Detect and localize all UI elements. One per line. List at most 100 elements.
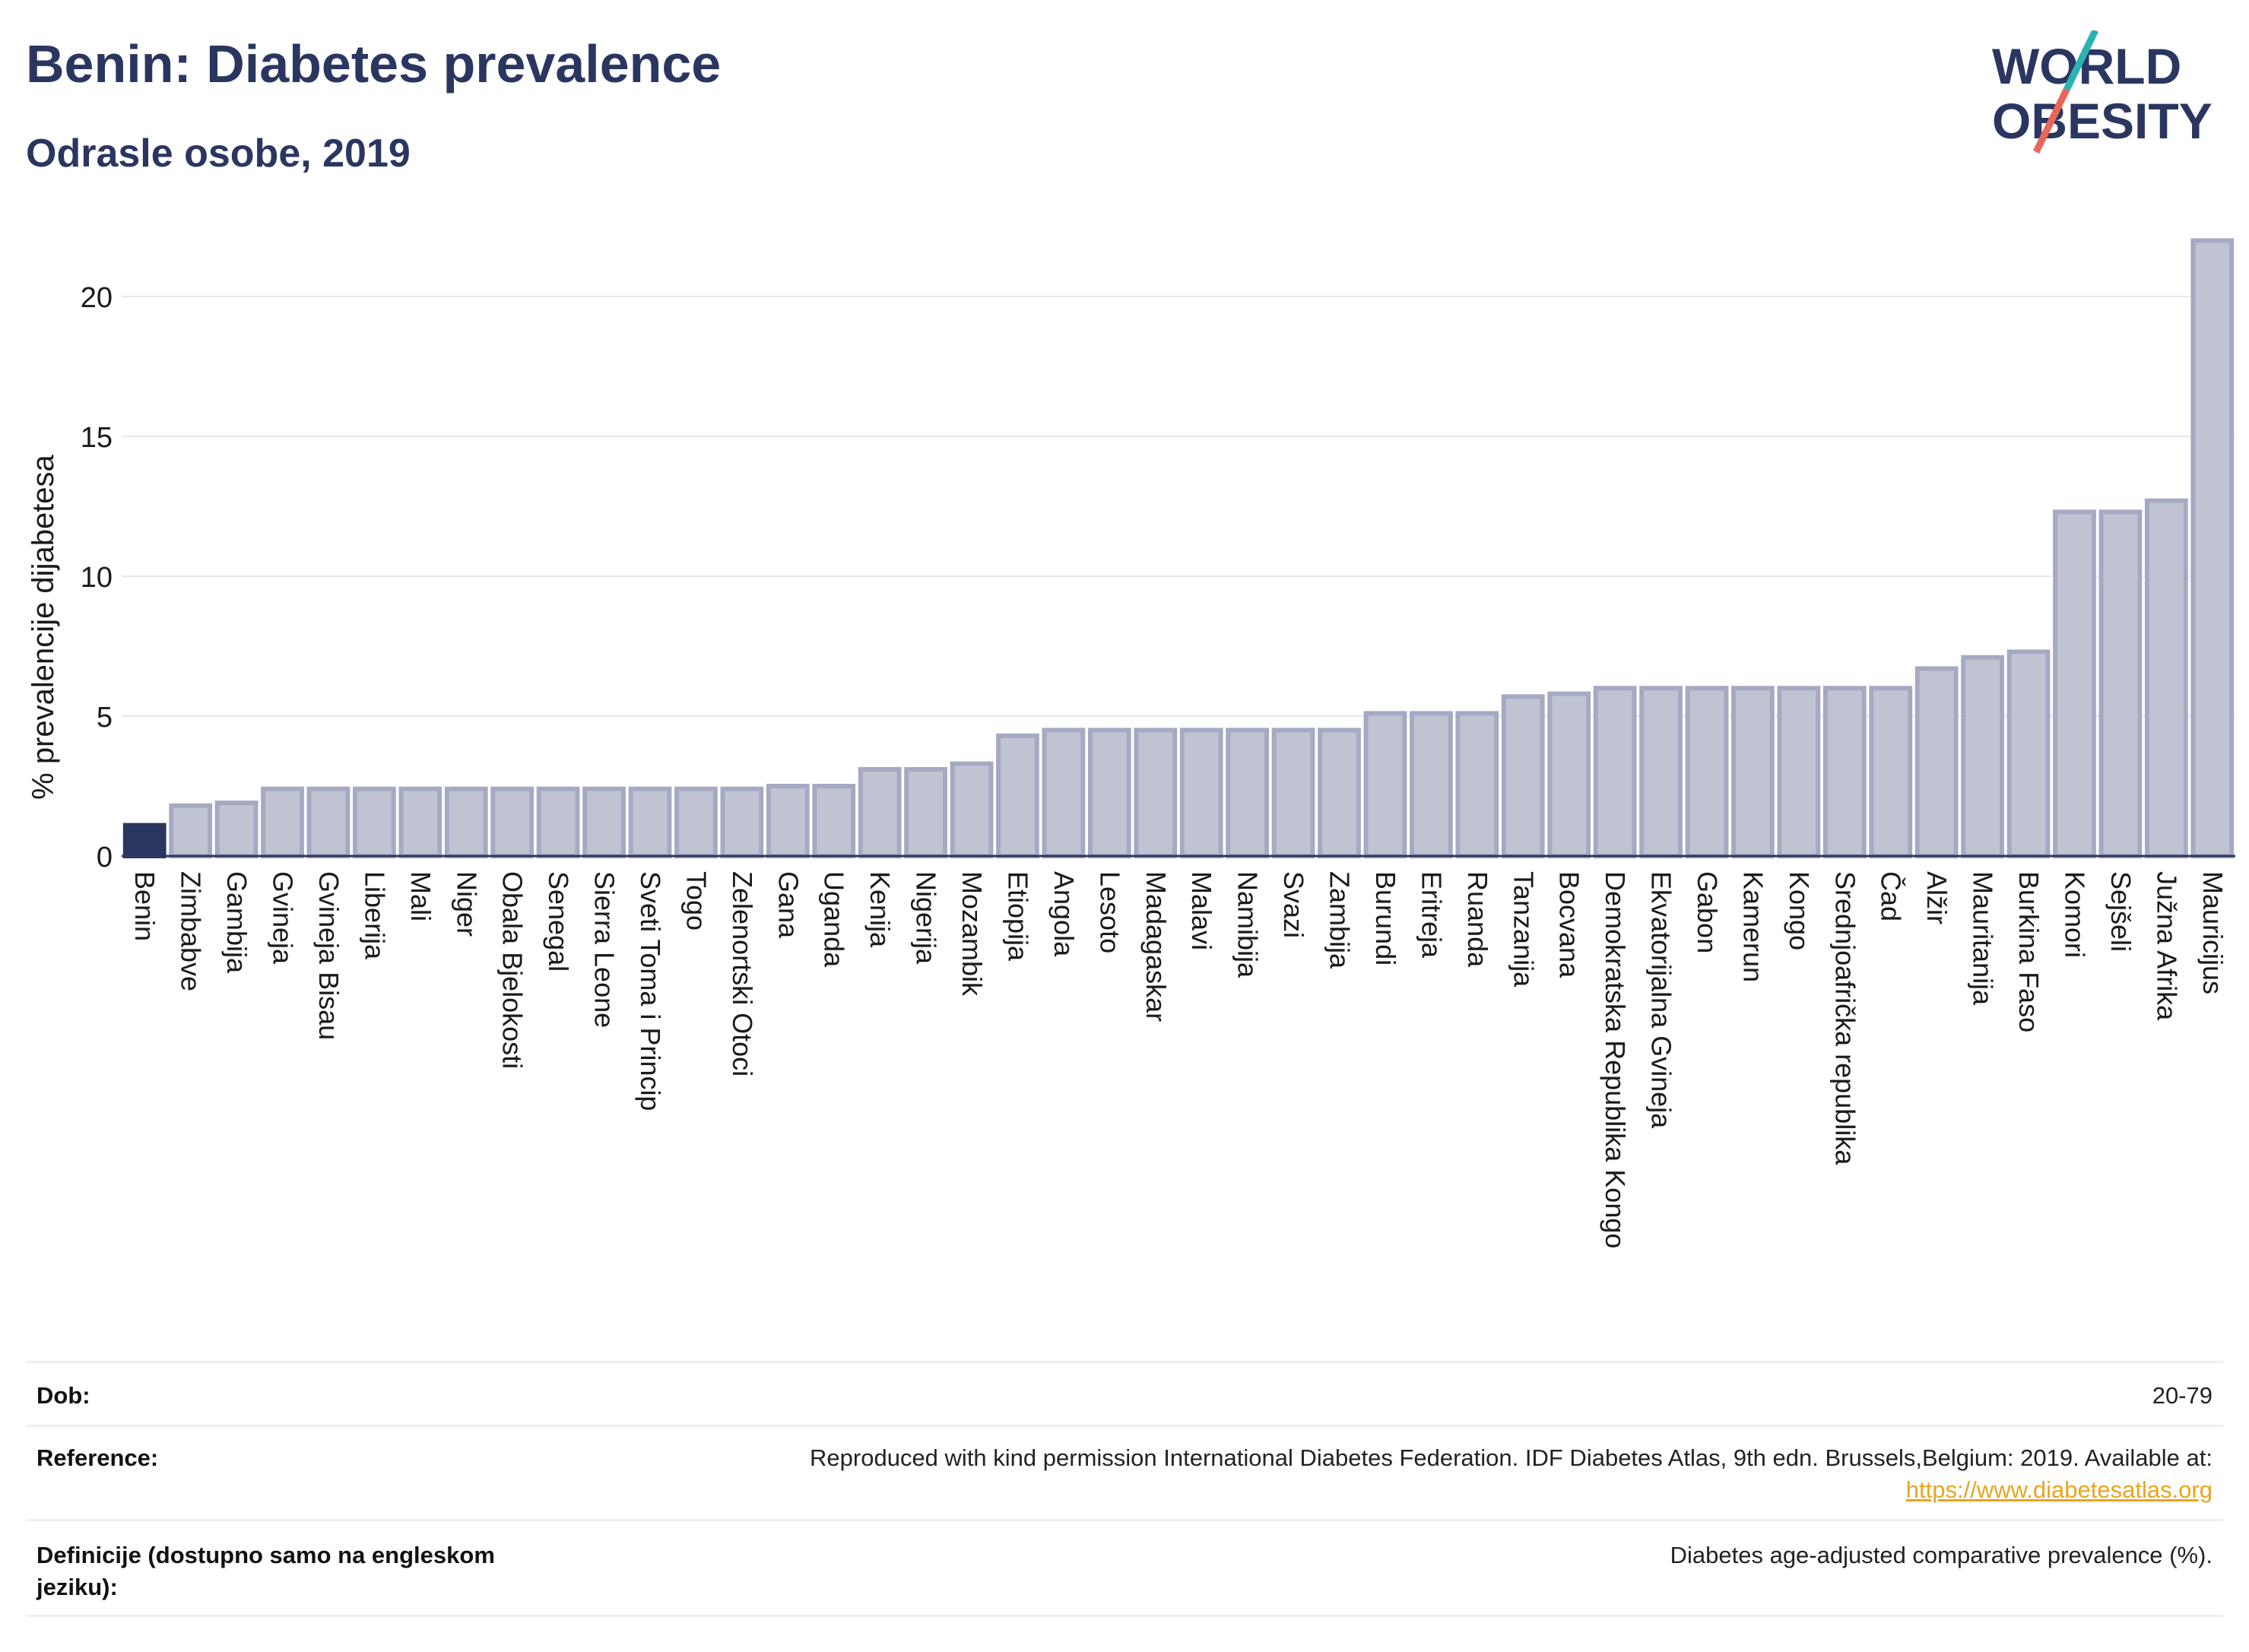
- x-tick-label: Gabon: [1692, 871, 1723, 953]
- x-tick-label: Uganda: [819, 871, 850, 968]
- x-tick-label: Gambija: [221, 871, 252, 974]
- x-tick-label: Angola: [1048, 871, 1080, 957]
- bar-mauricijus: [2190, 238, 2235, 858]
- x-tick-label: Južna Afrika: [2151, 871, 2182, 1021]
- bar-zambija: [1318, 728, 1361, 859]
- x-tick-label: Kamerun: [1737, 871, 1768, 982]
- bar-mali: [398, 786, 443, 859]
- x-tick-label: Lesoto: [1094, 871, 1125, 953]
- y-tick-label: 5: [97, 702, 113, 734]
- x-tick-label: Sierra Leone: [589, 871, 620, 1028]
- y-axis-label: % prevalencije dijabetesa: [27, 454, 60, 799]
- x-tick-label: Sejšeli: [2105, 871, 2136, 952]
- logo-line2: OBESITY: [1992, 93, 2213, 149]
- x-tick-label: Demokratska Republika Kongo: [1600, 871, 1631, 1248]
- x-tick-label: Madagaskar: [1140, 871, 1172, 1022]
- bar-sejšeli: [2098, 509, 2143, 858]
- bar-svazi: [1271, 728, 1315, 859]
- x-tick-label: Namibija: [1232, 871, 1264, 978]
- bar-angola: [1042, 728, 1086, 859]
- x-tick-label: Burkina Faso: [2013, 871, 2044, 1032]
- bar-liberija: [353, 786, 396, 859]
- y-tick-label: 0: [97, 842, 113, 874]
- bar-zimbabve: [169, 803, 213, 859]
- x-tick-label: Niger: [451, 871, 482, 937]
- bar-madagaskar: [1134, 728, 1178, 859]
- bar-mozambik: [950, 761, 994, 858]
- bar-senegal: [536, 786, 580, 859]
- bar-tanzanija: [1501, 694, 1545, 858]
- x-tick-label: Zelenortski Otoci: [727, 871, 758, 1076]
- x-tick-label: Zimbabve: [176, 871, 207, 991]
- x-tick-label: Bocvana: [1554, 871, 1585, 978]
- info-label-reference: Reference:: [36, 1444, 159, 1471]
- bar-gabon: [1685, 686, 1729, 859]
- bar-kongo: [1777, 686, 1821, 859]
- info-table-bottom-border: [26, 1615, 2223, 1617]
- bar-sveti-toma-i-princip: [628, 786, 672, 859]
- info-label-age: Dob:: [36, 1382, 90, 1409]
- x-tick-label: Nigerija: [911, 871, 942, 965]
- bar-obala-bjelokosti: [490, 786, 534, 859]
- bar-lesoto: [1087, 728, 1131, 859]
- x-tick-label: Gana: [772, 871, 804, 939]
- reference-link[interactable]: https://www.diabetesatlas.org: [1905, 1476, 2213, 1503]
- x-tick-label: Kongo: [1784, 871, 1815, 950]
- world-obesity-logo: WORLD OBESITY: [1977, 29, 2235, 167]
- info-row-definitions: Definicije (dostupno samo na engleskom j…: [26, 1519, 2223, 1617]
- x-tick-label: Mali: [405, 871, 436, 921]
- x-tick-label: Gvineja Bisau: [313, 871, 344, 1040]
- bars: [122, 238, 2235, 859]
- info-value-age: 20-79: [2152, 1382, 2213, 1409]
- x-tick-label: Mauritanija: [1968, 871, 1999, 1006]
- bar-nigerija: [904, 766, 947, 858]
- grid-lines: [122, 296, 2235, 717]
- page-subtitle: Odrasle osobe, 2019: [26, 132, 411, 176]
- bar-eritreja: [1410, 711, 1453, 858]
- x-tick-label: Ruanda: [1462, 871, 1493, 968]
- x-tick-label: Tanzanija: [1508, 871, 1539, 988]
- x-tick-label: Mauricijus: [2197, 871, 2228, 994]
- x-tick-label: Gvineja: [268, 871, 299, 965]
- x-tick-label: Sveti Toma i Princip: [635, 871, 666, 1111]
- bar-uganda: [812, 784, 856, 858]
- x-tick-label: Obala Bjelokosti: [497, 871, 528, 1069]
- info-row-reference: Reference: Reproduced with kind permissi…: [26, 1425, 2223, 1521]
- x-tick-label: Eritreja: [1416, 871, 1447, 959]
- x-tick-label: Ekvatorijalna Gvineja: [1646, 871, 1677, 1129]
- x-tick-label: Svazi: [1278, 871, 1309, 938]
- x-tick-label: Burundi: [1370, 871, 1401, 966]
- y-tick-label: 20: [81, 282, 113, 314]
- bar-malavi: [1179, 728, 1223, 859]
- x-tick-label: Kenija: [864, 871, 896, 948]
- bar-zelenortski-otoci: [720, 786, 764, 859]
- x-tick-label: Zambija: [1324, 871, 1356, 969]
- bar-niger: [444, 786, 488, 859]
- bar-etiopija: [996, 733, 1039, 859]
- x-tick-label: Čad: [1876, 871, 1907, 921]
- x-tick-label: Liberija: [359, 871, 390, 960]
- bar-chart: 0 5 10 15 20 Benin Zimbabve Gambija Gvineja Gvine…: [27, 238, 2235, 1248]
- bar-kamerun: [1731, 686, 1775, 859]
- bar-komori: [2053, 509, 2096, 858]
- bar-kenija: [858, 766, 902, 858]
- page-title: Benin: Diabetes prevalence: [26, 34, 722, 94]
- bar-gvineja: [261, 786, 304, 859]
- x-tick-label: Etiopija: [1002, 871, 1033, 962]
- bar-bocvana: [1547, 691, 1591, 858]
- axes: 0 5 10 15 20 Benin Zimbabve Gambija Gvineja Gvine…: [81, 282, 2235, 1248]
- bar-alžir: [1914, 666, 1959, 858]
- y-tick-label: 15: [81, 422, 113, 454]
- bar-namibija: [1226, 728, 1270, 859]
- y-tick-label: 10: [81, 562, 113, 594]
- bar-srednjoafrička-republika: [1822, 686, 1867, 859]
- bar-čad: [1869, 686, 1913, 859]
- x-tick-label: Togo: [680, 871, 712, 931]
- bar-burkina-faso: [2006, 649, 2051, 858]
- info-value-definitions: Diabetes age-adjusted comparative preval…: [1670, 1542, 2213, 1568]
- bar-ekvatorijalna-gvineja: [1639, 686, 1683, 859]
- info-label-definitions: Definicije (dostupno samo na engleskom j…: [36, 1542, 495, 1600]
- logo-graphic: WORLD OBESITY: [1992, 29, 2213, 154]
- logo-coral-stroke: [2032, 88, 2070, 154]
- info-row-age: Dob: 20-79: [26, 1361, 2223, 1427]
